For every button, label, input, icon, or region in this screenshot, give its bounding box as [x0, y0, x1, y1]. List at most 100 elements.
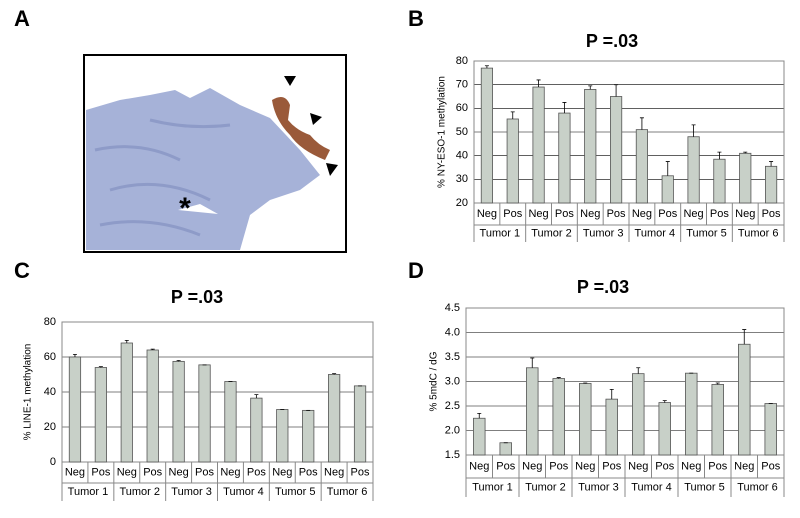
panel-title: P =.03 — [577, 277, 629, 297]
error-bar — [484, 65, 489, 69]
x-tick-label: Neg — [117, 466, 137, 478]
group-label: Tumor 2 — [119, 486, 160, 498]
panel-title: P =.03 — [586, 31, 638, 51]
bar — [739, 152, 752, 204]
x-tick-label: Neg — [528, 208, 548, 220]
error-bar — [536, 79, 541, 88]
x-tick-label: Neg — [522, 460, 542, 472]
x-tick-label: Pos — [195, 466, 214, 478]
error-bar — [614, 84, 619, 97]
x-tick-label: Neg — [220, 466, 240, 478]
y-tick-label: 2.5 — [445, 400, 460, 412]
x-tick-label: Neg — [575, 460, 595, 472]
bar — [764, 403, 777, 456]
y-tick-label: 40 — [44, 386, 56, 398]
y-tick-label: 50 — [456, 126, 468, 138]
y-tick-label: 4.0 — [445, 326, 460, 338]
svg-text:*: * — [179, 192, 191, 225]
bar — [526, 367, 539, 456]
y-tick-label: 70 — [456, 79, 468, 91]
y-tick-label: 3.5 — [445, 351, 460, 363]
x-tick-label: Neg — [65, 466, 85, 478]
y-tick-label: 1.5 — [445, 449, 460, 461]
error-bar — [715, 382, 720, 385]
bar — [250, 397, 263, 463]
y-tick-label: 60 — [456, 102, 468, 114]
bar — [224, 381, 237, 463]
error-bar — [530, 357, 535, 368]
error-bar — [742, 329, 747, 345]
bar — [579, 383, 592, 456]
error-bar — [477, 412, 482, 419]
bar — [558, 112, 571, 204]
bar — [499, 442, 512, 456]
group-label: Tumor 2 — [531, 227, 572, 239]
y-axis-label: % LINE-1 methylation — [23, 344, 34, 441]
y-axis-label: % NY-ESO-1 methylation — [437, 76, 448, 188]
bar — [610, 96, 623, 204]
bar — [68, 356, 82, 463]
error-bar — [254, 394, 259, 399]
error-bar — [665, 161, 670, 176]
error-bar — [769, 161, 774, 167]
bar — [353, 385, 367, 463]
y-tick-label: 3.0 — [445, 375, 460, 387]
x-tick-label: Pos — [655, 460, 674, 472]
x-tick-label: Neg — [324, 466, 344, 478]
y-tick-label: 0 — [50, 456, 56, 468]
error-bar — [176, 360, 181, 362]
error-bar — [609, 388, 614, 400]
group-label: Tumor 2 — [525, 481, 566, 493]
bar — [605, 398, 618, 456]
bar — [198, 364, 211, 463]
group-label: Tumor 4 — [631, 481, 672, 493]
group-label: Tumor 6 — [327, 486, 368, 498]
bar — [328, 374, 341, 463]
error-bar — [510, 111, 515, 119]
x-tick-label: Neg — [469, 460, 489, 472]
x-tick-label: Pos — [658, 208, 677, 220]
y-tick-label: 30 — [456, 173, 468, 185]
histology-image: * — [83, 54, 347, 253]
bar — [552, 378, 565, 456]
group-label: Tumor 4 — [223, 486, 264, 498]
group-label: Tumor 5 — [684, 481, 725, 493]
x-tick-label: Pos — [247, 466, 266, 478]
error-bar — [717, 151, 722, 160]
bar — [584, 89, 597, 204]
error-bar — [662, 400, 667, 403]
x-tick-label: Pos — [503, 208, 522, 220]
x-tick-label: Neg — [580, 208, 600, 220]
bar — [146, 349, 159, 463]
x-tick-label: Neg — [632, 208, 652, 220]
panel-title: P =.03 — [171, 287, 223, 307]
x-tick-label: Pos — [762, 208, 781, 220]
x-tick-label: Neg — [272, 466, 292, 478]
bar — [635, 129, 649, 204]
y-tick-label: 4.5 — [445, 302, 460, 314]
x-tick-label: Pos — [761, 460, 780, 472]
x-tick-label: Pos — [351, 466, 370, 478]
x-tick-label: Pos — [555, 208, 574, 220]
group-label: Tumor 3 — [171, 486, 212, 498]
bar — [480, 67, 494, 204]
bar — [506, 118, 519, 204]
x-tick-label: Pos — [299, 466, 318, 478]
error-bar — [562, 102, 567, 114]
x-tick-label: Neg — [169, 466, 189, 478]
x-tick-label: Neg — [734, 460, 754, 472]
error-bar — [691, 124, 696, 137]
group-label: Tumor 3 — [583, 227, 624, 239]
x-tick-label: Pos — [602, 460, 621, 472]
group-label: Tumor 5 — [275, 486, 316, 498]
error-bar — [72, 353, 77, 357]
bar — [276, 409, 289, 463]
bar — [713, 158, 726, 204]
group-label: Tumor 5 — [686, 227, 727, 239]
x-tick-label: Pos — [91, 466, 110, 478]
bar — [658, 402, 671, 456]
x-tick-label: Pos — [710, 208, 729, 220]
y-tick-label: 80 — [456, 55, 468, 67]
error-bar — [636, 367, 641, 374]
bar — [687, 136, 700, 204]
